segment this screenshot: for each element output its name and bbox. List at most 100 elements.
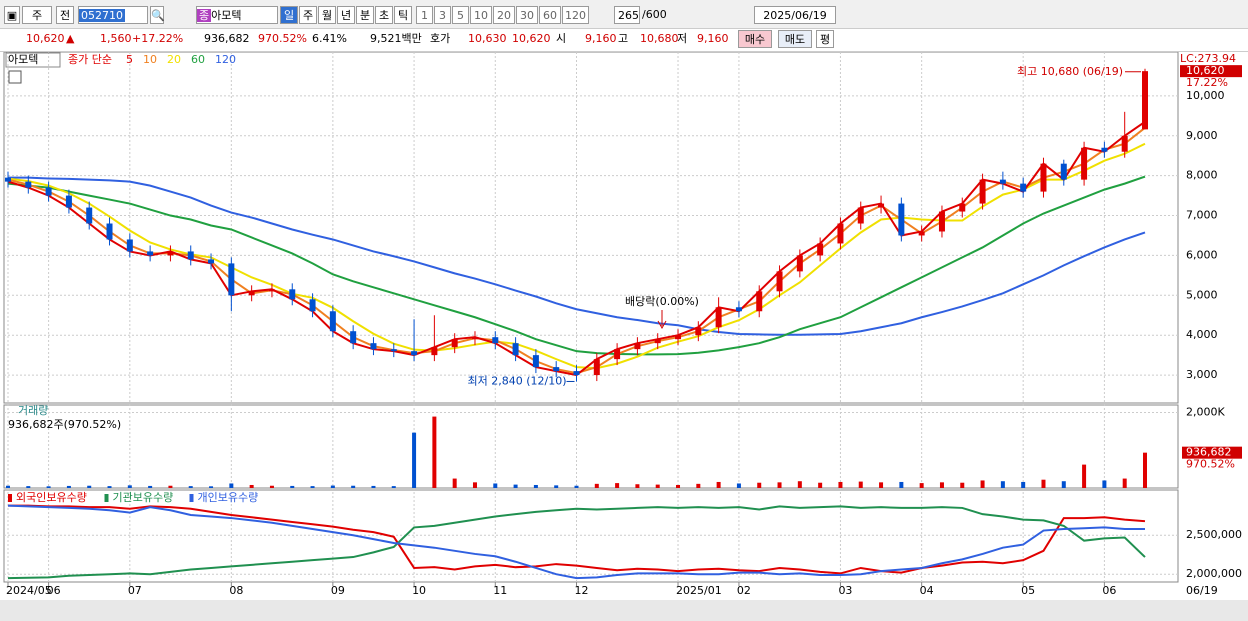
volume-bar	[1061, 481, 1066, 488]
high-label: 고	[618, 32, 629, 45]
series-line	[8, 504, 1146, 575]
period-button[interactable]: 틱	[394, 6, 412, 24]
y-tick-label: 7,000	[1186, 209, 1218, 222]
prev-button[interactable]: 전	[56, 6, 74, 24]
avg-button[interactable]: 평	[816, 30, 834, 48]
interval-button[interactable]: 3	[434, 6, 451, 24]
volume-bar	[655, 484, 660, 488]
date-input[interactable]: 2025/06/19	[754, 6, 836, 24]
candle-body	[1060, 163, 1067, 180]
candle-body	[675, 335, 682, 340]
candle-body	[878, 203, 885, 208]
candle-body	[370, 343, 377, 350]
x-tick-label: 08	[229, 584, 243, 597]
volume-bar	[594, 483, 599, 488]
high: 10,680	[640, 32, 679, 45]
series-line	[7, 504, 1145, 580]
candle-body	[938, 211, 945, 232]
interval-button[interactable]: 10	[470, 6, 492, 24]
change: 1,560	[100, 32, 132, 45]
code-input[interactable]: 052710	[78, 6, 148, 24]
candle-body	[1142, 71, 1148, 130]
legend-label: 종가 단순	[68, 53, 112, 66]
volume-bar	[960, 482, 965, 488]
candle-body	[471, 337, 478, 340]
period-button[interactable]: 주	[299, 6, 317, 24]
x-tick-label: 2024/05	[6, 584, 52, 597]
candle-body	[45, 187, 52, 196]
interval-button[interactable]: 1	[416, 6, 433, 24]
x-tick-label: 2025/01	[676, 584, 722, 597]
volume-bar	[1000, 481, 1005, 488]
volume-bar	[188, 486, 193, 488]
count-input[interactable]: 265	[614, 6, 640, 24]
scrollbar[interactable]	[0, 600, 1248, 621]
candle-body	[431, 347, 438, 356]
volume-bar	[412, 432, 417, 488]
candle-body	[411, 351, 418, 356]
candle-body	[309, 299, 316, 312]
period-button[interactable]: 분	[356, 6, 374, 24]
sell-button[interactable]: 매도	[778, 30, 812, 48]
search-button[interactable]: 🔍	[150, 6, 165, 24]
candle-body	[187, 251, 194, 260]
x-tick-label: 04	[920, 584, 934, 597]
y-tick-label: 5,000	[1186, 288, 1218, 301]
volume-bar	[533, 484, 538, 488]
period-button[interactable]: 초	[375, 6, 393, 24]
volume-bar	[249, 484, 254, 488]
y-tick-label: 3,000	[1186, 368, 1218, 381]
volume-bar	[980, 480, 985, 488]
buy-button[interactable]: 매수	[738, 30, 772, 48]
x-tick-label: 10	[412, 584, 426, 597]
interval-button[interactable]: 120	[562, 6, 589, 24]
name-icon: 종	[197, 9, 212, 22]
candle-body	[1121, 135, 1128, 152]
legend-swatch	[104, 494, 109, 502]
volume-bar	[1102, 480, 1107, 488]
volume-bar	[554, 485, 559, 488]
series-line	[8, 176, 1146, 336]
candle-body	[918, 231, 925, 236]
interval-button[interactable]: 60	[539, 6, 561, 24]
volume-bar	[716, 481, 721, 488]
y-tick-label: 9,000	[1186, 129, 1218, 142]
legend-item: 개인보유수량	[198, 491, 259, 504]
period-button[interactable]: 년	[337, 6, 355, 24]
legend-item: 외국인보유수량	[16, 491, 87, 504]
menu-icon[interactable]: ▣	[4, 6, 20, 24]
volume-bar	[46, 486, 51, 488]
candle-body	[979, 179, 986, 204]
legend-item: 기관보유수량	[113, 491, 174, 504]
interval-button[interactable]: 20	[493, 6, 515, 24]
volume-bar	[899, 481, 904, 488]
open: 9,160	[585, 32, 617, 45]
candle-body	[695, 327, 702, 336]
period-button[interactable]: 월	[318, 6, 336, 24]
interval-button[interactable]: 5	[452, 6, 469, 24]
x-tick-label: 03	[838, 584, 852, 597]
period-button[interactable]: 일	[280, 6, 298, 24]
x-tick-label: 05	[1021, 584, 1035, 597]
candle-body	[715, 307, 722, 328]
volume-subtitle: 936,682주(970.52%)	[8, 418, 121, 431]
amount: 9,521백만	[370, 32, 422, 45]
volume-bar	[66, 485, 71, 488]
volume-bar	[371, 485, 376, 488]
price: 10,620	[26, 32, 65, 45]
y-tick-label: 2,000,000	[1186, 567, 1242, 580]
volume-change: 970.52%	[1186, 458, 1235, 471]
market-select[interactable]: 주	[22, 6, 52, 24]
volume-bar	[229, 483, 234, 488]
volume-bar	[574, 485, 579, 488]
candle-body	[208, 259, 215, 264]
candle-body	[959, 203, 966, 212]
interval-button[interactable]: 30	[516, 6, 538, 24]
name-box[interactable]: 종 아모텍	[196, 6, 278, 24]
series-line	[7, 505, 1146, 580]
legend-box	[5, 52, 61, 68]
candle-body	[999, 179, 1006, 184]
candle-body	[573, 371, 580, 376]
candle-body	[614, 349, 621, 360]
candle-body	[5, 177, 11, 182]
